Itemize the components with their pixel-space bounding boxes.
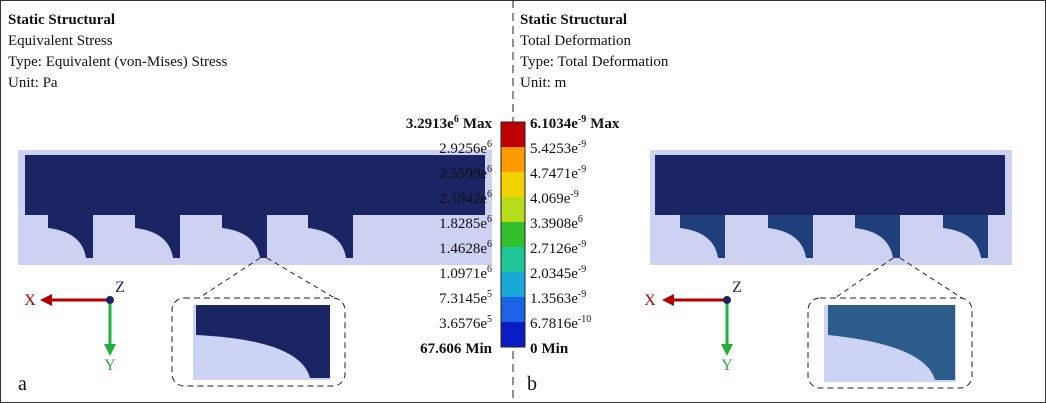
legend-exponent: 6 <box>487 139 492 150</box>
legend-label: 7.3145e5 <box>439 289 492 307</box>
legend-label: 2.9256e6 <box>439 139 492 157</box>
panel-label: b <box>527 373 537 395</box>
legend-label: 2.1942e6 <box>439 189 492 207</box>
legend-exponent: -9 <box>578 114 586 125</box>
legend-mantissa: 0 <box>530 341 538 357</box>
legend-label: 4.7471e-9 <box>530 164 586 182</box>
legend-mantissa: 1.3563e <box>530 291 578 307</box>
axis-label: X <box>644 292 656 309</box>
legend-label: 2.5599e6 <box>439 164 492 182</box>
legend-label: 3.2913e6 Max <box>406 114 493 132</box>
legend-exponent: -9 <box>570 189 578 200</box>
legend-mantissa: 1.0971e <box>439 266 487 282</box>
legend-mantissa: 1.8285e <box>439 216 487 232</box>
legend-label: 2.0345e-9 <box>530 264 586 282</box>
axis-label: X <box>24 292 36 309</box>
axis-label: Y <box>104 357 116 374</box>
legend-mantissa: 3.6576e <box>439 316 487 332</box>
legend-label: 1.4628e6 <box>439 239 492 257</box>
legend-mantissa: 2.9256e <box>439 141 487 157</box>
legend-mantissa: 3.2913e <box>406 116 454 132</box>
legend-label: 1.3563e-9 <box>530 289 586 307</box>
legend-exponent: -9 <box>578 264 586 275</box>
legend-label: 1.8285e6 <box>439 214 492 232</box>
header-type: Type: Equivalent (von-Mises) Stress <box>8 54 227 70</box>
legend-label: 2.7126e-9 <box>530 239 586 257</box>
legend-label: 3.3908e6 <box>530 214 583 232</box>
legend-mantissa: 67.606 <box>420 341 462 357</box>
legend-exponent: -9 <box>578 239 586 250</box>
legend-exponent: 6 <box>487 189 492 200</box>
axis-label: Y <box>721 357 733 374</box>
legend-mantissa: 2.7126e <box>530 241 578 257</box>
legend-mantissa: 3.3908e <box>530 216 578 232</box>
legend-mantissa: 4.7471e <box>530 166 578 182</box>
legend-tag: Min <box>542 341 569 357</box>
legend-exponent: 5 <box>487 289 492 300</box>
legend-exponent: 6 <box>487 214 492 225</box>
legend-tag: Min <box>465 341 492 357</box>
legend-mantissa: 6.7816e <box>530 316 578 332</box>
header-unit: Unit: m <box>520 75 567 91</box>
legend-exponent: -9 <box>578 139 586 150</box>
axis-label: Z <box>732 279 742 296</box>
header-result: Equivalent Stress <box>8 33 113 49</box>
legend-label: 1.0971e6 <box>439 264 492 282</box>
header-title: Static Structural <box>520 12 627 28</box>
legend-exponent: -10 <box>578 314 591 325</box>
legend-tag: Max <box>463 116 493 132</box>
legend-tag: Max <box>590 116 620 132</box>
legend-mantissa: 1.4628e <box>439 241 487 257</box>
figure: Static Structural Equivalent Stress Type: … <box>0 0 1046 403</box>
panel-label: a <box>18 373 27 395</box>
legend-exponent: -9 <box>578 164 586 175</box>
legend-mantissa: 2.5599e <box>439 166 487 182</box>
legend-exponent: 6 <box>578 214 583 225</box>
legend-label: 5.4253e-9 <box>530 139 586 157</box>
legend-mantissa: 6.1034e <box>530 116 578 132</box>
legend-mantissa: 2.1942e <box>439 191 487 207</box>
legend-mantissa: 4.069e <box>530 191 571 207</box>
legend-exponent: 5 <box>487 314 492 325</box>
header-title: Static Structural <box>8 12 115 28</box>
legend-exponent: 6 <box>487 264 492 275</box>
axis-label: Z <box>115 279 125 296</box>
header-unit: Unit: Pa <box>8 75 58 91</box>
legend-label: 6.1034e-9 Max <box>530 114 620 132</box>
legend-mantissa: 7.3145e <box>439 291 487 307</box>
color-bar <box>501 122 525 347</box>
legend-exponent: -9 <box>578 289 586 300</box>
legend-mantissa: 2.0345e <box>530 266 578 282</box>
legend-label: 3.6576e5 <box>439 314 492 332</box>
legend-exponent: 6 <box>487 239 492 250</box>
header-type: Type: Total Deformation <box>520 54 669 70</box>
header-result: Total Deformation <box>520 33 631 49</box>
legend-exponent: 6 <box>454 114 459 125</box>
legend-mantissa: 5.4253e <box>530 141 578 157</box>
legend-exponent: 6 <box>487 164 492 175</box>
